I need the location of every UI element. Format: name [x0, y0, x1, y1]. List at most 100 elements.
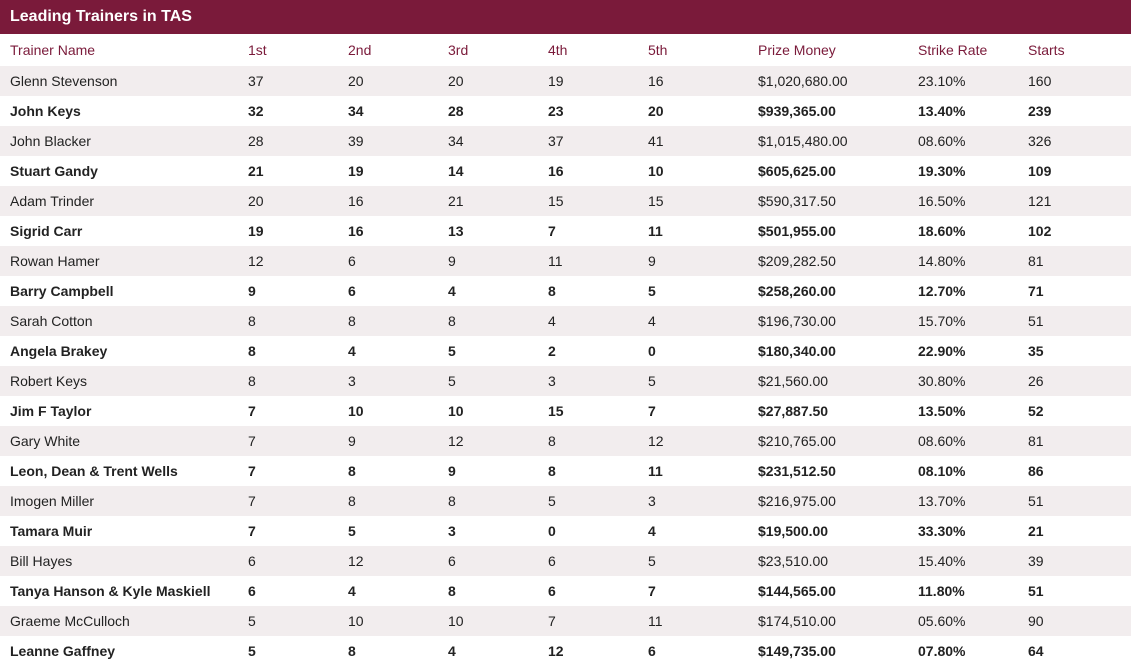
table-cell: 71: [1018, 276, 1131, 306]
table-cell: 8: [238, 336, 338, 366]
table-cell: 12.70%: [908, 276, 1018, 306]
table-cell: 16: [538, 156, 638, 186]
table-cell: 26: [1018, 366, 1131, 396]
table-cell: 12: [538, 636, 638, 666]
table-cell: $231,512.50: [748, 456, 908, 486]
table-cell: 22.90%: [908, 336, 1018, 366]
table-cell: 6: [338, 276, 438, 306]
table-cell: 4: [638, 516, 748, 546]
table-cell: 4: [438, 276, 538, 306]
table-cell: 19: [238, 216, 338, 246]
table-cell: 81: [1018, 246, 1131, 276]
table-cell: John Keys: [0, 96, 238, 126]
table-cell: 39: [1018, 546, 1131, 576]
table-cell: 15.40%: [908, 546, 1018, 576]
table-cell: 20: [338, 66, 438, 96]
table-row: Angela Brakey84520$180,340.0022.90%35: [0, 336, 1131, 366]
table-row: Imogen Miller78853$216,975.0013.70%51: [0, 486, 1131, 516]
table-row: Tamara Muir75304$19,500.0033.30%21: [0, 516, 1131, 546]
col-trainer-name: Trainer Name: [0, 34, 238, 66]
table-cell: Stuart Gandy: [0, 156, 238, 186]
table-cell: 12: [638, 426, 748, 456]
table-cell: 13: [438, 216, 538, 246]
table-cell: 08.10%: [908, 456, 1018, 486]
table-cell: 4: [638, 306, 748, 336]
table-row: Sarah Cotton88844$196,730.0015.70%51: [0, 306, 1131, 336]
table-cell: 20: [438, 66, 538, 96]
table-cell: 19: [338, 156, 438, 186]
table-cell: 4: [338, 576, 438, 606]
table-cell: 15: [638, 186, 748, 216]
table-cell: 6: [238, 546, 338, 576]
table-body: Glenn Stevenson3720201916$1,020,680.0023…: [0, 66, 1131, 666]
table-cell: 6: [438, 546, 538, 576]
table-cell: 8: [338, 456, 438, 486]
table-cell: $180,340.00: [748, 336, 908, 366]
table-cell: 3: [338, 366, 438, 396]
table-cell: 19: [538, 66, 638, 96]
col-4th: 4th: [538, 34, 638, 66]
table-cell: Graeme McCulloch: [0, 606, 238, 636]
table-cell: Sigrid Carr: [0, 216, 238, 246]
table-cell: 28: [238, 126, 338, 156]
table-cell: 5: [638, 366, 748, 396]
table-cell: 37: [538, 126, 638, 156]
table-title: Leading Trainers in TAS: [0, 0, 1131, 34]
table-cell: $21,560.00: [748, 366, 908, 396]
table-cell: 7: [638, 576, 748, 606]
table-cell: $23,510.00: [748, 546, 908, 576]
table-cell: 8: [438, 306, 538, 336]
table-cell: 11: [538, 246, 638, 276]
col-3rd: 3rd: [438, 34, 538, 66]
table-cell: 20: [638, 96, 748, 126]
table-cell: 4: [538, 306, 638, 336]
table-cell: 8: [538, 456, 638, 486]
table-cell: 16: [338, 216, 438, 246]
table-cell: 05.60%: [908, 606, 1018, 636]
table-cell: 6: [638, 636, 748, 666]
table-cell: 11: [638, 216, 748, 246]
table-row: Jim F Taylor71010157$27,887.5013.50%52: [0, 396, 1131, 426]
table-cell: 6: [538, 546, 638, 576]
table-cell: 3: [438, 516, 538, 546]
table-cell: 7: [638, 396, 748, 426]
table-row: Stuart Gandy2119141610$605,625.0019.30%1…: [0, 156, 1131, 186]
table-cell: Adam Trinder: [0, 186, 238, 216]
table-cell: Jim F Taylor: [0, 396, 238, 426]
table-cell: 7: [238, 426, 338, 456]
table-row: Rowan Hamer1269119$209,282.5014.80%81: [0, 246, 1131, 276]
table-cell: 0: [638, 336, 748, 366]
table-cell: 0: [538, 516, 638, 546]
table-row: Leanne Gaffney584126$149,735.0007.80%64: [0, 636, 1131, 666]
table-cell: 6: [338, 246, 438, 276]
table-row: John Keys3234282320$939,365.0013.40%239: [0, 96, 1131, 126]
table-cell: 326: [1018, 126, 1131, 156]
table-cell: 8: [338, 636, 438, 666]
table-row: Gary White7912812$210,765.0008.60%81: [0, 426, 1131, 456]
table-cell: $144,565.00: [748, 576, 908, 606]
table-cell: 160: [1018, 66, 1131, 96]
table-cell: $590,317.50: [748, 186, 908, 216]
table-cell: 3: [638, 486, 748, 516]
table-cell: 37: [238, 66, 338, 96]
table-cell: 13.50%: [908, 396, 1018, 426]
table-cell: 10: [338, 396, 438, 426]
table-cell: 3: [538, 366, 638, 396]
table-cell: 12: [338, 546, 438, 576]
table-cell: 13.40%: [908, 96, 1018, 126]
table-cell: 23: [538, 96, 638, 126]
table-cell: 8: [438, 486, 538, 516]
table-cell: Tamara Muir: [0, 516, 238, 546]
table-cell: 9: [438, 456, 538, 486]
table-cell: 7: [538, 216, 638, 246]
col-1st: 1st: [238, 34, 338, 66]
table-cell: 14: [438, 156, 538, 186]
table-cell: 86: [1018, 456, 1131, 486]
table-cell: 10: [638, 156, 748, 186]
table-cell: 6: [538, 576, 638, 606]
table-cell: 8: [438, 576, 538, 606]
table-row: Barry Campbell96485$258,260.0012.70%71: [0, 276, 1131, 306]
table-cell: 5: [438, 336, 538, 366]
table-cell: 15.70%: [908, 306, 1018, 336]
table-row: Leon, Dean & Trent Wells789811$231,512.5…: [0, 456, 1131, 486]
